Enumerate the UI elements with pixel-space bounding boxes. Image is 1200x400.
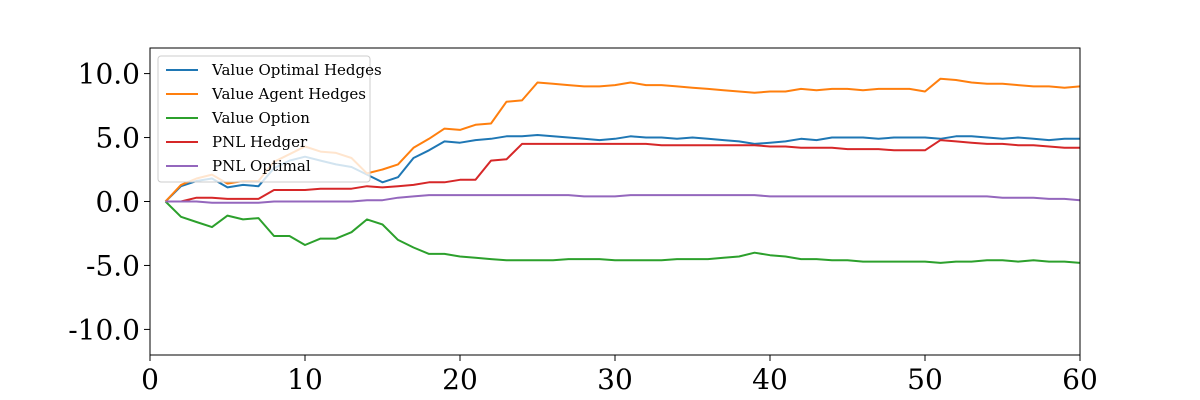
x-tick-label: 20 [442,363,478,396]
x-tick-label: 30 [597,363,633,396]
legend-label-4: PNL Optimal [212,157,311,175]
legend-label-1: Value Agent Hedges [211,85,366,103]
series-line-3 [165,139,1080,203]
y-tick-label: 10.0 [78,58,140,91]
legend-label-2: Value Option [211,109,310,127]
y-tick-label: -10.0 [68,313,140,346]
x-tick-label: 40 [752,363,788,396]
x-tick-label: 60 [1062,363,1098,396]
series-line-4 [165,194,1081,204]
legend: Value Optimal Hedges Value Agent Hedges Va… [157,55,382,183]
y-tick-label: -5.0 [86,249,140,282]
y-tick-label: 5.0 [95,122,140,155]
series-line-2 [164,200,1081,264]
x-tick-label: 0 [141,363,159,396]
y-tick-label: 0.0 [95,186,140,219]
x-tick-label: 10 [287,363,323,396]
legend-box [157,55,371,183]
x-tick-label: 50 [907,363,943,396]
legend-label-3: PNL Hedger [212,133,308,151]
legend-label-0: Value Optimal Hedges [211,61,382,79]
